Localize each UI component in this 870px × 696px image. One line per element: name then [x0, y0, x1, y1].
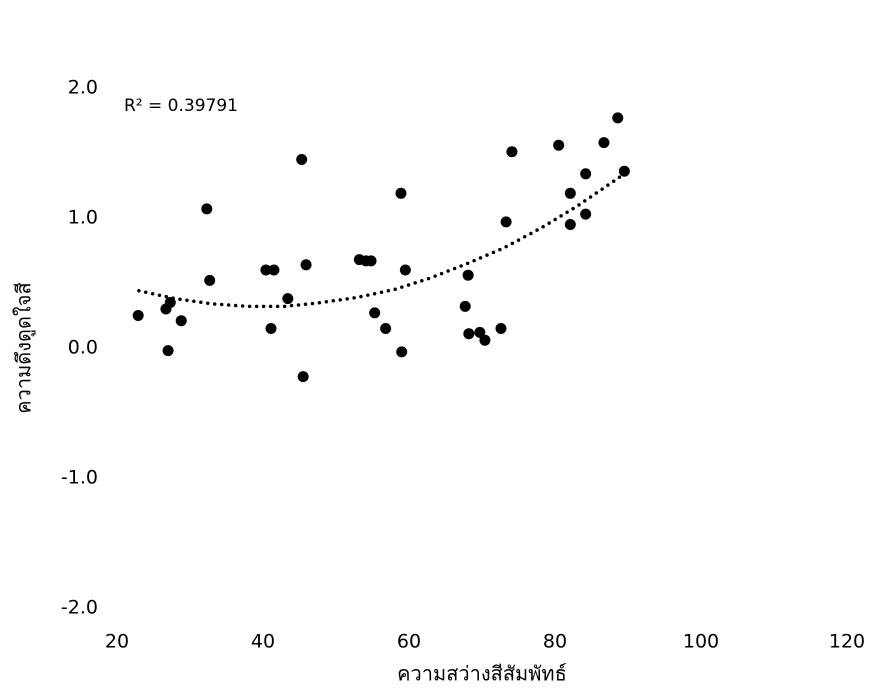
y-tick-label: -2.0 [61, 597, 98, 619]
x-tick-label: 60 [397, 631, 421, 653]
point [163, 345, 174, 356]
point [282, 293, 293, 304]
annotation: R² = 0.39791 [124, 96, 238, 116]
point [296, 154, 307, 165]
chart: ความดึงดูดใจสี ความสว่างสีสัมพัทธ์ R² = … [0, 0, 870, 696]
point [553, 140, 564, 151]
point [501, 216, 512, 227]
point [612, 112, 623, 123]
y-tick-label: 2.0 [68, 77, 98, 99]
x-tick-label: 20 [105, 631, 129, 653]
point [165, 297, 176, 308]
point [268, 265, 279, 276]
point [395, 188, 406, 199]
point [301, 259, 312, 270]
y-tick-label: -1.0 [61, 467, 98, 489]
point [266, 323, 277, 334]
point [479, 335, 490, 346]
point [396, 346, 407, 357]
point [201, 203, 212, 214]
point [460, 301, 471, 312]
x-tick-label: 80 [543, 631, 567, 653]
point [495, 323, 506, 334]
x-axis-label: ความสว่างสีสัมพัทธ์ [397, 663, 567, 686]
y-tick-label: 0.0 [68, 337, 98, 359]
point [619, 166, 630, 177]
point [463, 270, 474, 281]
point [133, 310, 144, 321]
x-tick-label: 100 [683, 631, 719, 653]
point [204, 275, 215, 286]
point [580, 168, 591, 179]
point [298, 371, 309, 382]
point [369, 307, 380, 318]
point [565, 219, 576, 230]
point [598, 137, 609, 148]
point [463, 328, 474, 339]
trendline [139, 176, 621, 306]
point [506, 146, 517, 157]
y-tick-label: 1.0 [68, 207, 98, 229]
point [565, 188, 576, 199]
y-axis-label: ความดึงดูดใจสี [13, 282, 37, 413]
point [400, 265, 411, 276]
x-tick-label: 40 [251, 631, 275, 653]
x-tick-label: 120 [829, 631, 865, 653]
point [580, 209, 591, 220]
point [176, 315, 187, 326]
point [366, 255, 377, 266]
point [380, 323, 391, 334]
